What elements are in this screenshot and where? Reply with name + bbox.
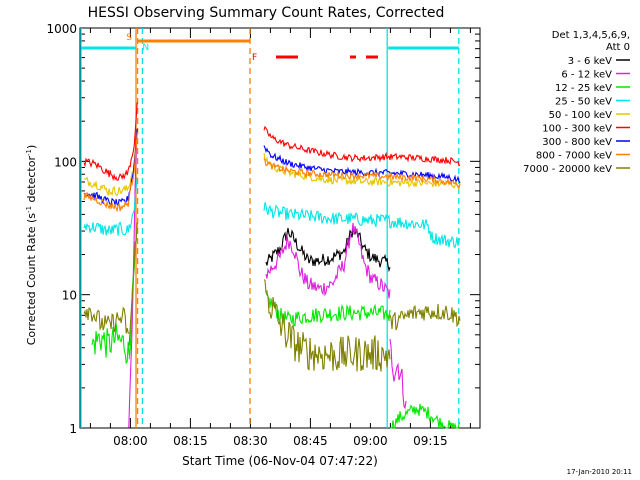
legend-label: 800 - 7000 keV xyxy=(536,151,612,162)
legend-label: 50 - 100 keV xyxy=(549,110,613,121)
observing-bars xyxy=(81,39,459,59)
axes xyxy=(79,27,481,429)
legend-label: 3 - 6 keV xyxy=(568,56,612,67)
series-line xyxy=(265,227,391,273)
legend: 3 - 6 keV 6 - 12 keV 12 - 25 keV 25 - 50 ke… xyxy=(523,56,630,175)
plot-frame xyxy=(79,27,481,429)
series-line xyxy=(390,403,461,430)
y-tick-label: 100 xyxy=(54,155,77,169)
series-line xyxy=(263,279,391,372)
footer-date: 17-Jan-2010 20:11 xyxy=(567,468,632,476)
x-tick-label: 08:00 xyxy=(113,434,148,448)
series-line xyxy=(128,222,138,346)
series-line xyxy=(83,132,138,213)
y-axis-label: Corrected Count Rate (s-1 detector-1) xyxy=(25,145,38,346)
x-tick-label: 08:45 xyxy=(293,434,328,448)
series-line xyxy=(83,177,138,236)
marker-label: S xyxy=(126,33,132,43)
x-tick-label: 08:15 xyxy=(173,434,208,448)
marker-label: N xyxy=(142,43,149,53)
marker-lines xyxy=(80,28,460,428)
series-line xyxy=(263,202,461,249)
x-axis-label: Start Time (06-Nov-04 07:47:22) xyxy=(182,454,378,468)
series-line xyxy=(83,102,138,182)
y-tick-label: 1 xyxy=(69,422,77,436)
series-line xyxy=(263,157,461,189)
x-tick-label: 08:30 xyxy=(233,434,268,448)
legend-header-1: Det 1,3,4,5,6,9, xyxy=(552,30,630,41)
legend-header-2: Att 0 xyxy=(606,42,630,53)
series-line xyxy=(83,306,130,334)
series-line xyxy=(389,339,407,410)
legend-label: 12 - 25 keV xyxy=(555,83,612,94)
series-line xyxy=(263,125,461,167)
series-line xyxy=(265,222,391,299)
legend-label: 300 - 800 keV xyxy=(542,137,612,148)
y-tick-label: 1000 xyxy=(46,22,77,36)
tick-labels: 1 10 100 1000 08:00 08:15 08:30 08:45 09:00 09:15 xyxy=(46,22,447,448)
series-lines xyxy=(83,102,461,430)
legend-label: 100 - 300 keV xyxy=(542,124,612,135)
x-tick-label: 09:15 xyxy=(413,434,448,448)
series-line xyxy=(91,323,130,365)
legend-label: 7000 - 20000 keV xyxy=(523,164,612,175)
series-line xyxy=(263,153,461,191)
legend-label: 6 - 12 keV xyxy=(561,70,612,81)
y-tick-label: 10 xyxy=(62,289,77,303)
series-line xyxy=(389,303,461,331)
x-tick-label: 09:00 xyxy=(353,434,388,448)
marker-label: F xyxy=(252,53,257,63)
legend-label: 25 - 50 keV xyxy=(555,97,612,108)
series-line xyxy=(265,289,391,327)
series-line xyxy=(263,145,461,184)
series-line xyxy=(83,133,138,197)
marker-labels: SN F xyxy=(126,33,257,63)
chart-title: HESSI Observing Summary Count Rates, Cor… xyxy=(88,5,445,21)
